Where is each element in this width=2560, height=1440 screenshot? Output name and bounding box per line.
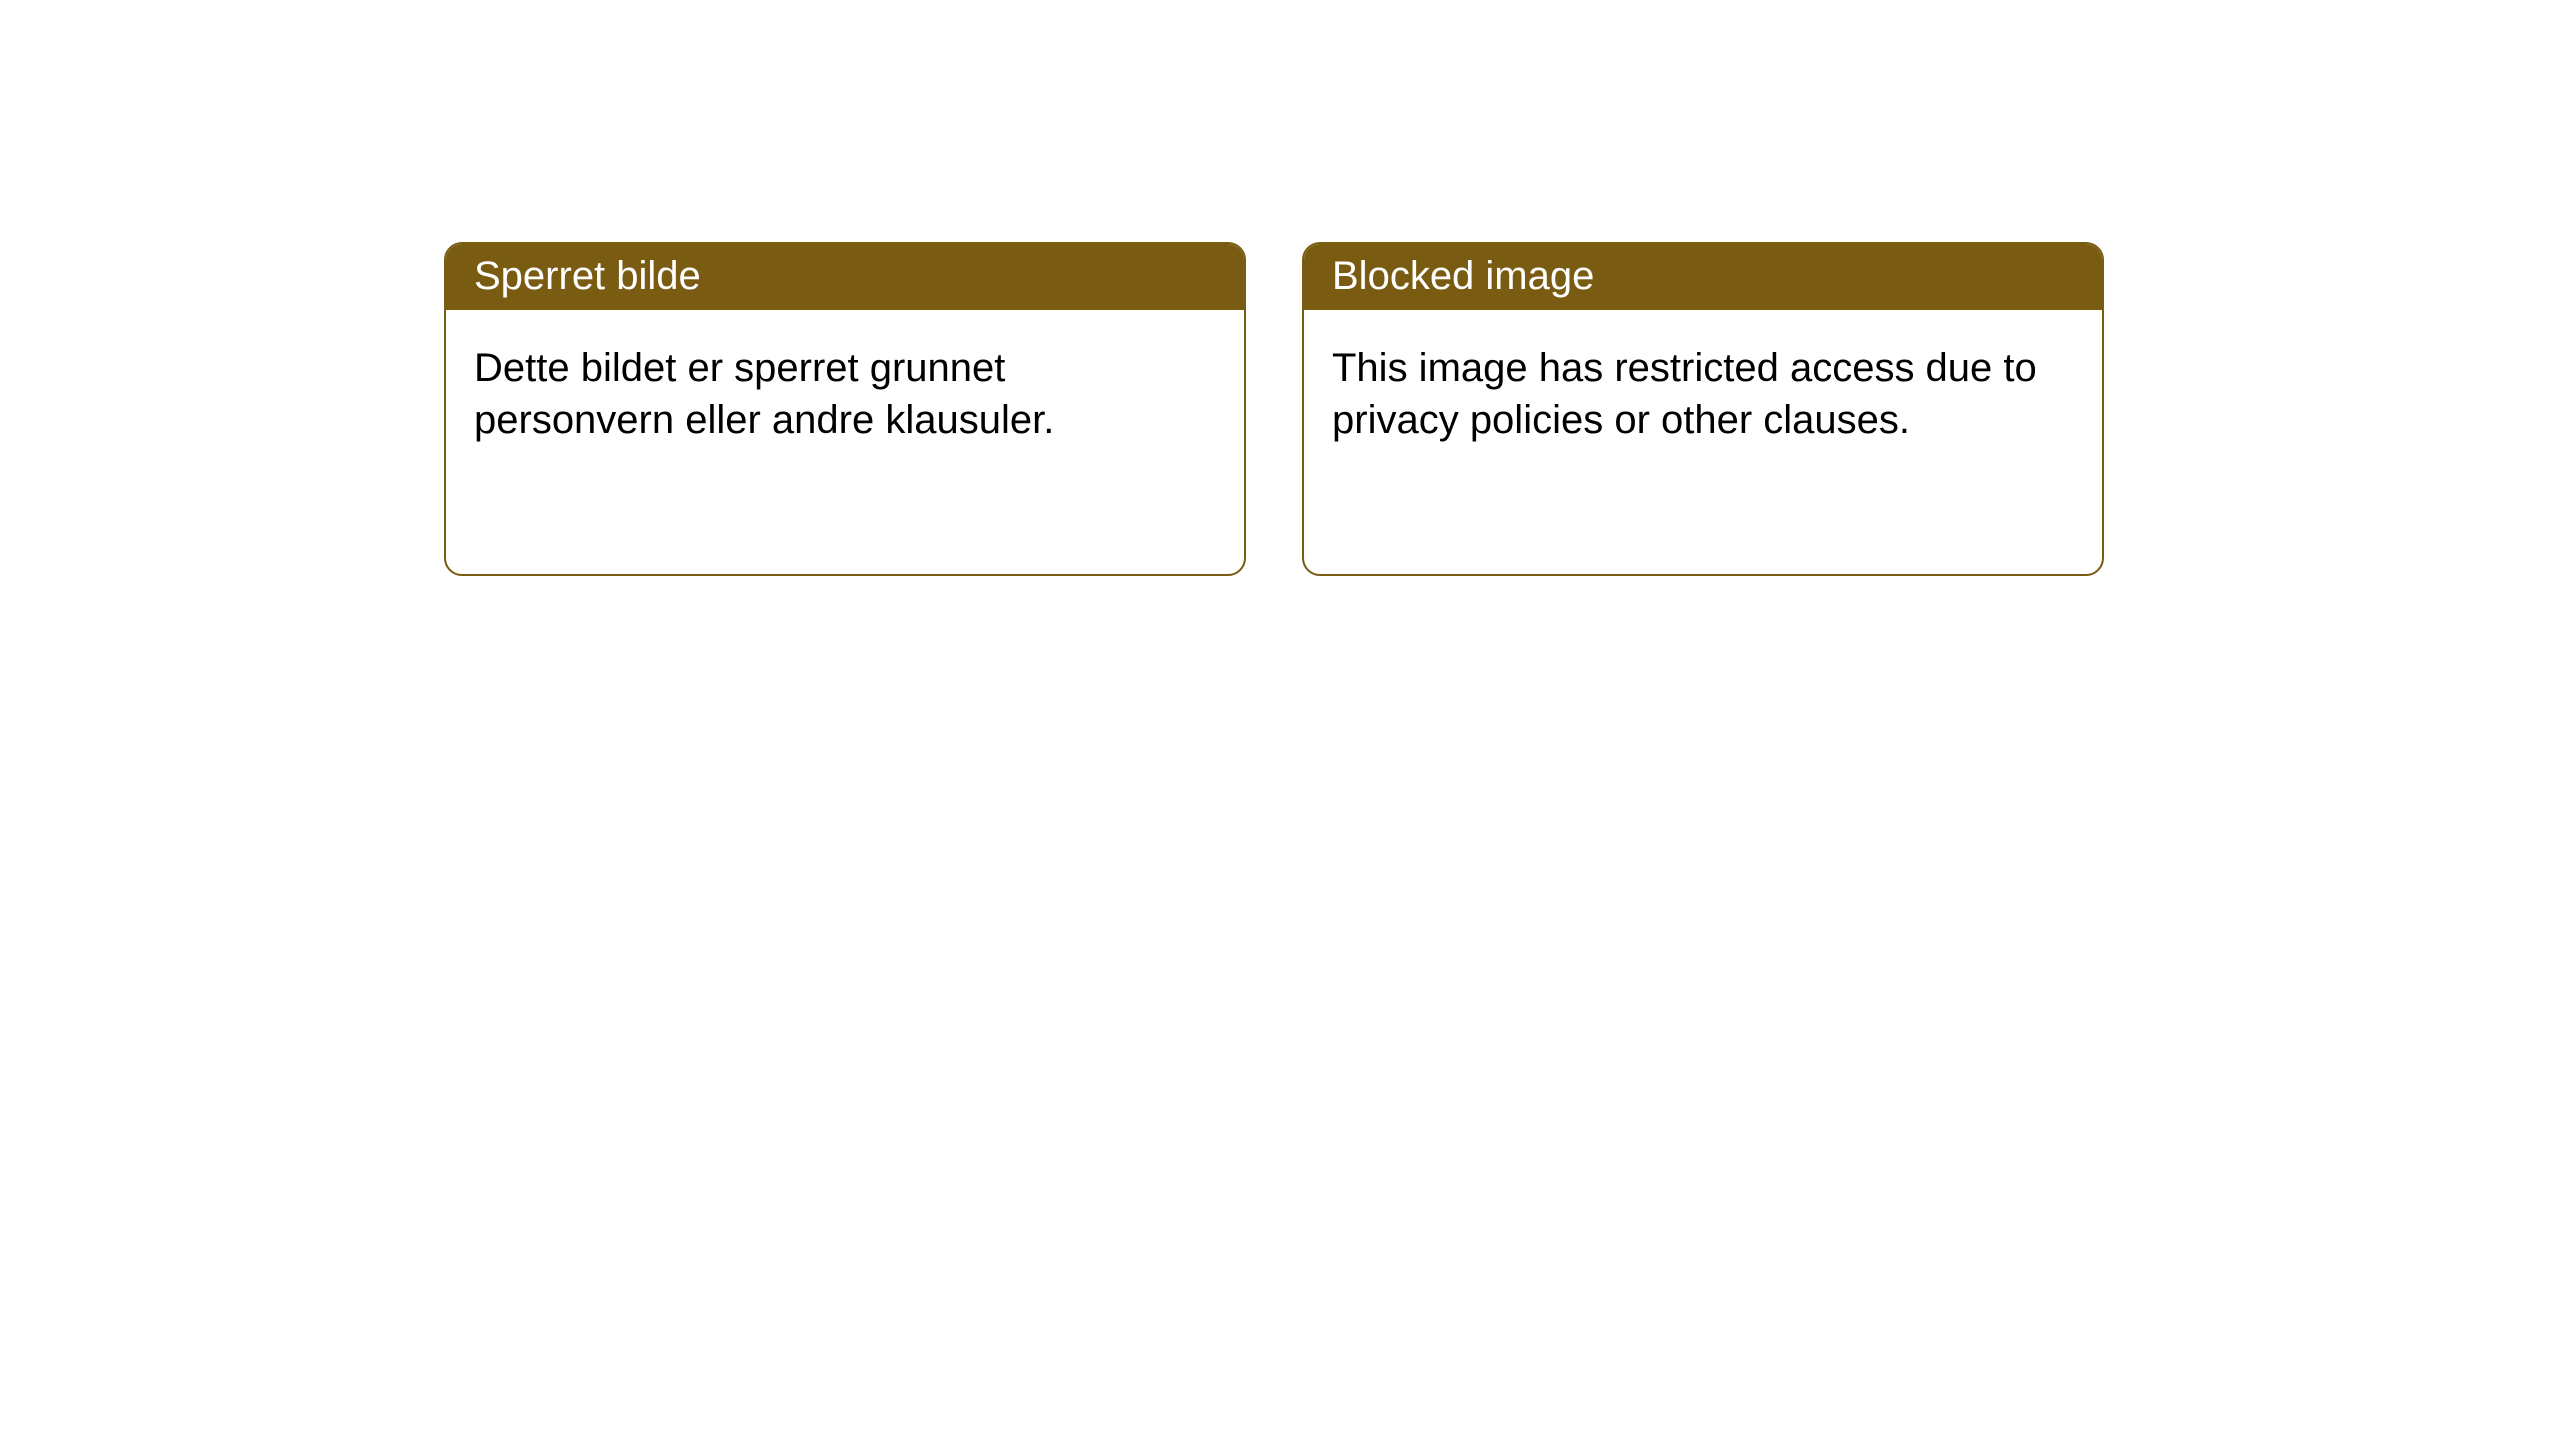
notice-cards-container: Sperret bilde Dette bildet er sperret gr… (0, 0, 2560, 576)
notice-card-english: Blocked image This image has restricted … (1302, 242, 2104, 576)
card-header: Sperret bilde (446, 244, 1244, 310)
card-body: This image has restricted access due to … (1304, 310, 2102, 478)
card-header: Blocked image (1304, 244, 2102, 310)
card-body: Dette bildet er sperret grunnet personve… (446, 310, 1244, 478)
notice-card-norwegian: Sperret bilde Dette bildet er sperret gr… (444, 242, 1246, 576)
